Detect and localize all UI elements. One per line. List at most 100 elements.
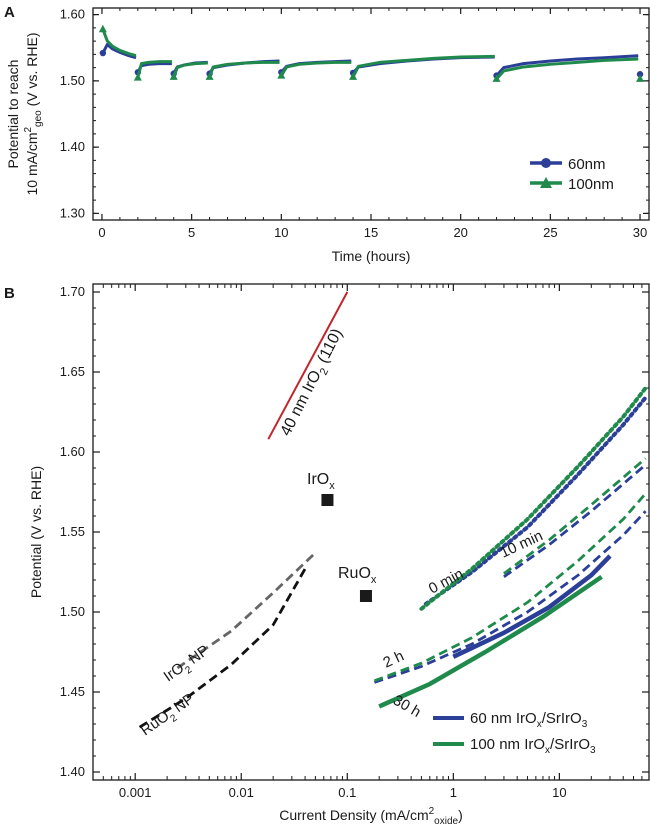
annotation-0-min: 0 min	[426, 565, 466, 597]
panel-a-point-100nm	[349, 72, 358, 80]
panel-a-point-100nm	[636, 74, 645, 82]
panel-b-y-title: Potential (V vs. RHE)	[28, 466, 44, 598]
leg100-prefix: 100 nm IrO	[470, 736, 545, 753]
panel-a-point-100nm	[98, 24, 107, 33]
panel-a-x-tick-label: 15	[364, 225, 378, 240]
annotation-ruo2-np: RuO2 NP	[138, 690, 200, 742]
panel-a-series-line	[351, 54, 495, 78]
panel-a-y-title-line2: 10 mA/cm2geo (V vs. RHE)	[23, 32, 44, 195]
panel-b-x-title-sub: oxide	[434, 816, 458, 826]
panel-a-x-tick-label: 5	[188, 225, 195, 240]
panel-b-ticks: 0.001 0.01 0.1 1 10 1.40 1.45 1.50 1.55 1.60 1.65 1…	[60, 284, 650, 800]
panel-b-x-tick-label: 0.1	[338, 785, 356, 800]
leg60-prefix: 60 nm IrO	[470, 710, 537, 727]
panel-a-series-line	[172, 61, 208, 78]
panel-b-series-sto100-2h	[373, 492, 647, 683]
legend-entry-60nm: 60nm	[530, 156, 606, 173]
ann-irox-prefix: IrO	[307, 471, 329, 488]
ann-ruo2np-prefix: RuO	[138, 708, 173, 740]
legend-entry-60nm-irox-srio3: 60 nm IrOx/SrIrO3	[433, 710, 588, 730]
panel-a-point-100nm	[205, 72, 214, 80]
panel-a-x-tick-label: 10	[274, 225, 288, 240]
panel-a-y-title-suffix: (V vs. RHE)	[24, 32, 40, 110]
panel-a-y-tick-label: 1.30	[60, 205, 85, 220]
leg100-sub2: 3	[590, 745, 596, 756]
panel-a-y-tick-label: 1.60	[60, 7, 85, 22]
panel-a-x-tick-label: 20	[453, 225, 467, 240]
panel-a-series-line	[136, 60, 172, 78]
panel-a-y-title-line1: Potential to reach	[5, 60, 21, 169]
panel-a-ticks: 0 5 10 15 20 25 30 1.30 1.40 1.50 1.60	[60, 7, 649, 240]
ann-iro2np-sub: 2	[183, 664, 194, 676]
panel-a-legend: 60nm 100nm	[530, 156, 614, 193]
panel-a-y-tick-label: 1.50	[60, 73, 85, 88]
panel-a-x-tick-label: 30	[633, 225, 647, 240]
panel-b-series-sto100-0min	[419, 386, 648, 611]
annotation-2-h: 2 h	[381, 647, 407, 671]
panel-a-point-100nm	[277, 71, 286, 79]
panel-a-data	[98, 24, 645, 82]
ann-iro2film-sub: 2	[318, 366, 331, 377]
panel-a-point-60nm	[636, 71, 644, 78]
panel-b-x-tick-label: 0.01	[229, 785, 254, 800]
legend-label-60nm-irox-srio3: 60 nm IrOx/SrIrO3	[470, 710, 588, 730]
annotation-iro2-np: IrO2 NP	[161, 642, 215, 689]
panel-a-series-line	[208, 60, 280, 78]
panel-b-x-title: Current Density (mA/cm2oxide)	[279, 806, 463, 826]
panel-b-y-tick-label: 1.60	[60, 444, 85, 459]
panel-a-series-line	[101, 28, 137, 58]
leg60-sub: x	[537, 719, 542, 730]
annotation-irox: IrOx	[307, 471, 335, 492]
panel-b-y-tick-label: 1.55	[60, 524, 85, 539]
panel-b-x-tick-label: 10	[552, 785, 566, 800]
leg100-sub: x	[545, 745, 550, 756]
panel-b-series-iro2-np	[176, 551, 317, 670]
panel-b-y-tick-label: 1.50	[60, 604, 85, 619]
legend-entry-100nm-irox-srio3: 100 nm IrOx/SrIrO3	[433, 736, 596, 756]
panel-b-legend: 60 nm IrOx/SrIrO3 100 nm IrOx/SrIrO3	[433, 710, 596, 756]
panel-b-x-tick-label: 0.001	[119, 785, 152, 800]
panel-a-x-tick-label: 0	[98, 225, 105, 240]
legend-label-100nm-irox-srio3: 100 nm IrOx/SrIrO3	[470, 736, 596, 756]
annotation-ruox: RuOx	[338, 565, 377, 586]
panel-a-y-title-prefix: 10 mA/cm	[24, 133, 40, 196]
panel-a-point-100nm	[133, 73, 142, 81]
annotation-30-h: 30 h	[390, 692, 424, 721]
legend-entry-100nm: 100nm	[530, 176, 614, 193]
panel-a-series-line	[136, 62, 172, 73]
panel-b-series-sto60-10min	[503, 463, 647, 578]
panel-b-series-sto60-2h	[373, 510, 647, 684]
panel-b-label: B	[4, 285, 15, 302]
panel-b-x-tick-label: 1	[450, 785, 457, 800]
panel-b-series-irox-110	[267, 291, 349, 440]
legend-label-100nm: 100nm	[568, 176, 614, 193]
panel-a-y-title-sub: geo	[33, 110, 44, 127]
leg100-suffix: /SrIrO	[550, 736, 590, 753]
ann-ruox-sub: x	[371, 574, 377, 586]
panel-b-x-title-prefix: Current Density (mA/cm	[279, 807, 428, 823]
panel-a-x-tick-label: 25	[543, 225, 557, 240]
panel-b-data	[138, 291, 648, 729]
ann-ruo2np-sub: 2	[169, 712, 180, 724]
panel-a-series-line	[495, 57, 639, 80]
legend-marker-100nm	[540, 177, 552, 188]
ann-ruox-prefix: RuO	[338, 565, 371, 582]
panel-b-x-title-suffix: )	[458, 807, 463, 823]
panel-a-frame	[92, 7, 650, 221]
leg60-sub2: 3	[582, 719, 588, 730]
leg60-suffix: /SrIrO	[542, 710, 582, 727]
panel-a-series-line	[495, 54, 639, 77]
panel-b-point-irox-point	[321, 494, 334, 506]
panel-b-series-ruo2-np	[138, 568, 307, 729]
panel-b-y-tick-label: 1.65	[60, 364, 85, 379]
legend-label-60nm: 60nm	[568, 156, 606, 173]
panel-b-y-tick-label: 1.45	[60, 684, 85, 699]
panel-a-x-title: Time (hours)	[332, 248, 411, 264]
panel-a-y-title-sup: 2	[23, 127, 34, 133]
panel-a-y-tick-label: 1.40	[60, 139, 85, 154]
legend-marker-60nm	[541, 158, 551, 168]
panel-a-label: A	[4, 4, 15, 21]
ann-irox-sub: x	[329, 480, 335, 492]
panel-b-point-ruox-point	[359, 590, 372, 602]
